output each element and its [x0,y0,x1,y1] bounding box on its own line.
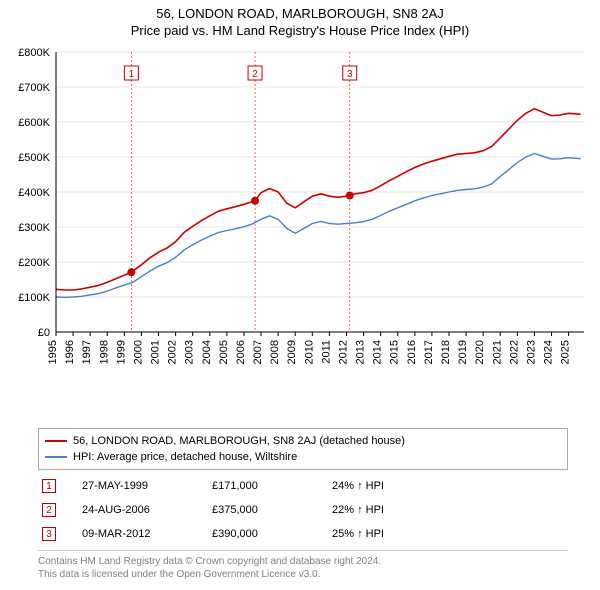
svg-text:2023: 2023 [525,340,537,364]
svg-text:2021: 2021 [491,340,503,364]
svg-text:2006: 2006 [235,340,247,364]
chart: £0 £100K £200K £300K £400K £500K £600K £700K £80… [10,46,590,396]
svg-text:£200K: £200K [18,257,50,269]
svg-text:2: 2 [252,69,258,80]
legend-swatch [45,456,67,458]
chart-container: 56, LONDON ROAD, MARLBOROUGH, SN8 2AJ Pr… [0,0,600,590]
svg-text:2018: 2018 [440,340,452,364]
title-address: 56, LONDON ROAD, MARLBOROUGH, SN8 2AJ [0,6,600,21]
svg-text:1995: 1995 [47,340,59,364]
sale-row: 3 09-MAR-2012£390,00025% ↑ HPI [38,522,568,546]
sale-price: £390,000 [212,528,332,540]
svg-text:2015: 2015 [389,340,401,364]
svg-text:2004: 2004 [201,340,213,364]
svg-text:2020: 2020 [474,340,486,364]
footer-attribution: Contains HM Land Registry data © Crown c… [38,550,568,581]
legend-label: HPI: Average price, detached house, Wilt… [73,450,297,464]
svg-text:£800K: £800K [18,47,50,59]
svg-text:2017: 2017 [423,340,435,364]
legend-swatch [45,440,67,442]
svg-text:1996: 1996 [64,340,76,364]
sale-row: 1 27-MAY-1999£171,00024% ↑ HPI [38,474,568,498]
svg-text:£100K: £100K [18,292,50,304]
svg-text:2003: 2003 [184,340,196,364]
svg-text:£400K: £400K [18,187,50,199]
svg-text:1997: 1997 [81,340,93,364]
svg-text:2024: 2024 [543,340,555,364]
svg-text:2012: 2012 [337,340,349,364]
svg-text:2008: 2008 [269,340,281,364]
legend: 56, LONDON ROAD, MARLBOROUGH, SN8 2AJ (d… [38,428,568,470]
sale-price: £375,000 [212,504,332,516]
svg-text:1: 1 [129,69,135,80]
chart-svg: £0 £100K £200K £300K £400K £500K £600K £700K £80… [10,46,590,396]
legend-item: HPI: Average price, detached house, Wilt… [45,449,561,465]
svg-text:2022: 2022 [508,340,520,364]
footer-line2: This data is licensed under the Open Gov… [38,568,568,581]
title-subtitle: Price paid vs. HM Land Registry's House … [0,23,600,38]
svg-text:2002: 2002 [167,340,179,364]
svg-text:2001: 2001 [150,340,162,364]
sale-date: 24-AUG-2006 [82,504,212,516]
sale-marker-box: 1 [42,479,56,493]
svg-text:2010: 2010 [303,340,315,364]
svg-text:2000: 2000 [132,340,144,364]
svg-text:1999: 1999 [115,340,127,364]
title-block: 56, LONDON ROAD, MARLBOROUGH, SN8 2AJ Pr… [0,0,600,38]
sales-table: 1 27-MAY-1999£171,00024% ↑ HPI 2 24-AUG-200… [38,474,568,546]
svg-text:£300K: £300K [18,222,50,234]
sale-date: 09-MAR-2012 [82,528,212,540]
sale-marker-box: 3 [42,527,56,541]
legend-label: 56, LONDON ROAD, MARLBOROUGH, SN8 2AJ (d… [73,434,405,448]
svg-text:£600K: £600K [18,117,50,129]
svg-text:2007: 2007 [252,340,264,364]
svg-text:£0: £0 [38,327,50,339]
svg-text:£500K: £500K [18,152,50,164]
svg-text:2013: 2013 [355,340,367,364]
sale-pct: 24% ↑ HPI [332,480,472,492]
sale-price: £171,000 [212,480,332,492]
sale-pct: 22% ↑ HPI [332,504,472,516]
sale-row: 2 24-AUG-2006£375,00022% ↑ HPI [38,498,568,522]
svg-text:2005: 2005 [218,340,230,364]
sale-date: 27-MAY-1999 [82,480,212,492]
svg-text:2009: 2009 [286,340,298,364]
svg-text:2019: 2019 [457,340,469,364]
svg-text:2016: 2016 [406,340,418,364]
svg-text:2025: 2025 [560,340,572,364]
svg-text:£700K: £700K [18,82,50,94]
svg-text:2014: 2014 [372,340,384,364]
sale-pct: 25% ↑ HPI [332,528,472,540]
sale-marker-box: 2 [42,503,56,517]
footer-line1: Contains HM Land Registry data © Crown c… [38,555,568,568]
svg-text:1998: 1998 [98,340,110,364]
svg-text:3: 3 [347,69,353,80]
legend-item: 56, LONDON ROAD, MARLBOROUGH, SN8 2AJ (d… [45,433,561,449]
svg-text:2011: 2011 [320,340,332,364]
